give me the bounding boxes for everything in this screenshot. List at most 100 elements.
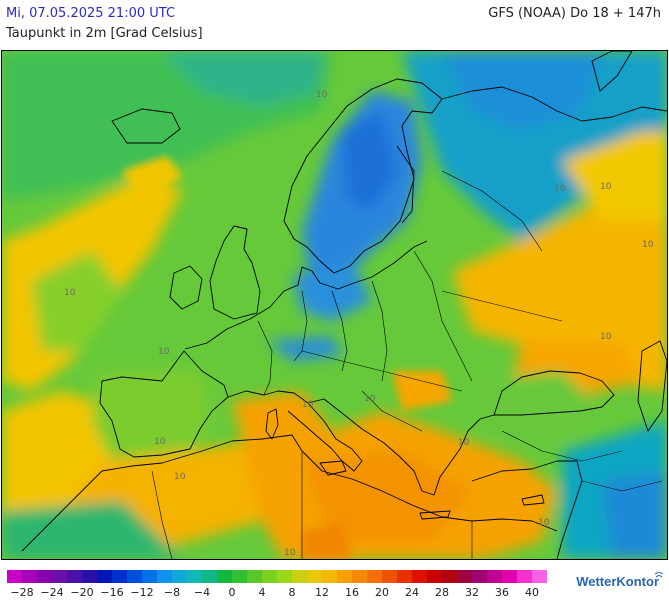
color-scale-swatch bbox=[457, 570, 472, 583]
coast-north-africa bbox=[101, 434, 558, 532]
color-scale-swatch bbox=[427, 570, 442, 583]
color-scale-swatch bbox=[97, 570, 112, 583]
wetterkontor-logo: WetterKontor bbox=[576, 574, 659, 589]
color-scale-bar bbox=[7, 570, 547, 583]
color-scale-swatch bbox=[337, 570, 352, 583]
field-scandinavia-core bbox=[342, 111, 397, 211]
border-algeria-morocco bbox=[151, 470, 173, 559]
contour-label: 10 bbox=[600, 332, 612, 342]
field-iberia bbox=[92, 371, 212, 461]
color-scale-tick-label: −28 bbox=[10, 586, 34, 599]
color-scale-tick-label: −4 bbox=[193, 586, 211, 599]
color-scale-swatch bbox=[277, 570, 292, 583]
border-russia-ukraine bbox=[441, 290, 563, 322]
color-scale-swatch bbox=[472, 570, 487, 583]
field-anatolia bbox=[472, 371, 602, 441]
coast-italy bbox=[227, 390, 363, 472]
border-poland-east bbox=[371, 280, 388, 382]
color-scale-swatch bbox=[502, 570, 517, 583]
coast-sicily bbox=[319, 460, 347, 476]
field-arabia-core bbox=[602, 471, 667, 559]
field-libya-patch bbox=[302, 521, 352, 559]
contour-labels: 10 10 10 10 10 10 10 10 10 10 10 10 10 1… bbox=[64, 90, 654, 558]
forecast-datetime: Mi, 07.05.2025 21:00 UTC bbox=[6, 6, 176, 21]
color-scale-swatch bbox=[127, 570, 142, 583]
contour-label: 10 bbox=[458, 438, 470, 448]
coast-crete bbox=[419, 510, 451, 520]
color-scale-swatch bbox=[67, 570, 82, 583]
border-finland bbox=[396, 145, 415, 224]
color-scale-tick-label: 4 bbox=[258, 586, 266, 599]
color-scale-swatch bbox=[187, 570, 202, 583]
color-scale-swatch bbox=[52, 570, 67, 583]
border-germany-east bbox=[331, 290, 348, 372]
color-scale-tick-label: 8 bbox=[288, 586, 296, 599]
coast-novaya-zemlya bbox=[591, 51, 633, 92]
color-scale-tick-label: −20 bbox=[70, 586, 94, 599]
contour-label: 10 bbox=[174, 472, 186, 482]
contour-label: 10 bbox=[364, 394, 376, 404]
color-scale-swatch bbox=[412, 570, 427, 583]
contour-label: 10 bbox=[316, 90, 328, 100]
color-scale-tick-label: 40 bbox=[525, 586, 539, 599]
contour-label: 10 bbox=[154, 437, 166, 447]
model-run-label: GFS (NOAA) Do 18 + 147h bbox=[488, 6, 661, 21]
contour-label: 10 bbox=[642, 240, 654, 250]
coast-iceland bbox=[111, 108, 181, 144]
color-scale-swatch bbox=[37, 570, 52, 583]
contour-label: 10 bbox=[302, 400, 314, 410]
border-ukraine-west bbox=[413, 250, 473, 382]
coast-iberia bbox=[99, 350, 229, 458]
coast-scandinavia bbox=[283, 78, 443, 274]
contour-label: 10 bbox=[554, 184, 566, 194]
contour-label: 10 bbox=[284, 548, 296, 558]
color-scale-tick-label: −8 bbox=[163, 586, 181, 599]
coast-levant bbox=[471, 460, 583, 559]
field-sahara-west bbox=[2, 501, 182, 559]
color-scale-tick-label: 0 bbox=[228, 586, 236, 599]
field-urals bbox=[562, 131, 667, 221]
color-scale-swatch bbox=[367, 570, 382, 583]
color-scale-swatch bbox=[217, 570, 232, 583]
coast-balkans bbox=[307, 398, 495, 496]
coast-ireland bbox=[169, 265, 203, 310]
coast-sardinia bbox=[265, 408, 279, 440]
color-scale-tick-label: 36 bbox=[495, 586, 509, 599]
color-scale-swatch bbox=[247, 570, 262, 583]
color-scale-swatch bbox=[112, 570, 127, 583]
field-balkans-patch bbox=[392, 371, 452, 411]
color-scale-swatch bbox=[262, 570, 277, 583]
border-germany-west bbox=[293, 290, 308, 362]
contour-label: 10 bbox=[538, 518, 550, 528]
dewpoint-map: 10 10 10 10 10 10 10 10 10 10 10 10 10 1… bbox=[1, 50, 668, 560]
color-scale-swatch bbox=[397, 570, 412, 583]
contour-label: 10 bbox=[158, 347, 170, 357]
color-scale-swatch bbox=[22, 570, 37, 583]
border-layer bbox=[151, 170, 663, 559]
coast-great-britain bbox=[209, 225, 261, 320]
color-scale-swatch bbox=[487, 570, 502, 583]
color-scale-tick-label: −24 bbox=[40, 586, 64, 599]
color-scale-swatch bbox=[442, 570, 457, 583]
color-scale-tick-label: −16 bbox=[100, 586, 124, 599]
color-scale-swatch bbox=[307, 570, 322, 583]
coast-cyprus bbox=[521, 494, 545, 506]
coast-black-sea bbox=[493, 370, 615, 416]
field-atlantic-patch bbox=[122, 156, 182, 201]
field-greenland-sea bbox=[162, 51, 322, 106]
color-scale-swatch bbox=[172, 570, 187, 583]
color-scale-swatch bbox=[157, 570, 172, 583]
color-scale-swatch bbox=[292, 570, 307, 583]
color-scale-swatch bbox=[352, 570, 367, 583]
border-turkey-south bbox=[501, 430, 623, 462]
contour-label: 10 bbox=[600, 182, 612, 192]
border-central-south bbox=[301, 350, 463, 392]
coast-north-europe bbox=[184, 240, 428, 350]
color-scale-swatch bbox=[517, 570, 532, 583]
wetterkontor-logo-icon bbox=[654, 572, 664, 578]
color-scale-swatch bbox=[82, 570, 97, 583]
contour-label: 10 bbox=[64, 288, 76, 298]
color-scale-swatch bbox=[232, 570, 247, 583]
coast-caspian bbox=[637, 340, 667, 432]
color-scale-swatch bbox=[382, 570, 397, 583]
